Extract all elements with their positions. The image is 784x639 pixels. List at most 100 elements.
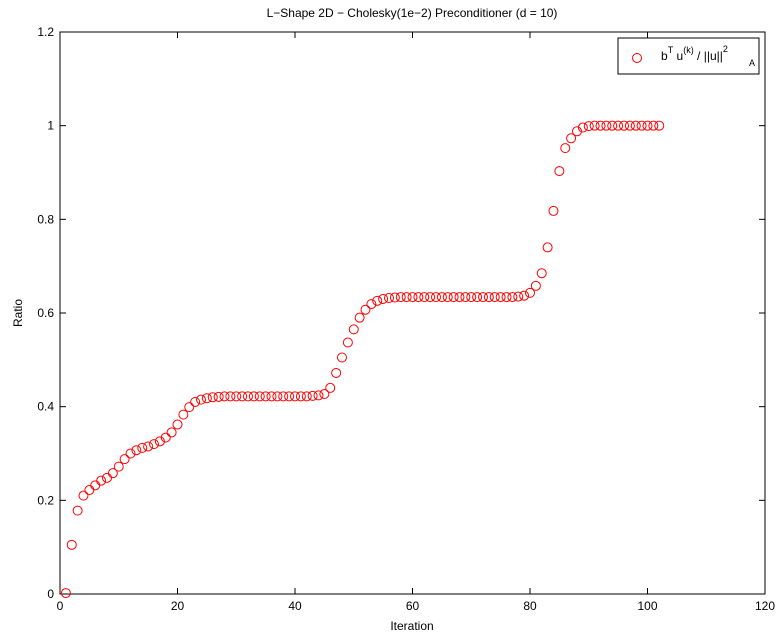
x-tick-label: 40 [288, 599, 302, 613]
data-point [442, 292, 453, 303]
data-point [384, 293, 394, 304]
data-point [577, 122, 588, 133]
plot-area [59, 31, 766, 595]
data-point [495, 292, 506, 303]
data-point [572, 126, 582, 137]
data-point [648, 120, 659, 131]
data-point [601, 120, 612, 131]
data-point [131, 445, 142, 456]
data-point [307, 390, 318, 401]
data-point [460, 292, 471, 303]
data-point [607, 120, 618, 131]
data-point [66, 539, 77, 550]
data-point [166, 427, 177, 438]
x-tick-label: 20 [171, 599, 185, 613]
data-point [178, 409, 189, 420]
data-point [113, 461, 124, 472]
y-axis-label: Ratio [11, 299, 25, 327]
data-point [507, 292, 518, 303]
data-point [619, 120, 629, 131]
data-point [501, 292, 512, 303]
data-point [630, 120, 641, 131]
x-tick-label: 100 [637, 599, 657, 613]
data-point [143, 441, 154, 452]
legend-marker [632, 53, 642, 63]
data-point [107, 468, 118, 479]
y-tick-label: 0.4 [37, 400, 54, 414]
data-point [290, 391, 300, 402]
data-point [119, 454, 130, 465]
y-tick-label: 0.6 [37, 306, 54, 320]
data-point [172, 419, 183, 430]
data-point [542, 242, 553, 253]
data-point [548, 205, 559, 216]
data-point [360, 304, 371, 315]
data-point [96, 475, 107, 486]
y-tick-label: 1 [47, 119, 54, 133]
data-point [243, 391, 253, 402]
data-point [583, 121, 594, 132]
data-point [72, 505, 83, 516]
data-point [436, 292, 447, 303]
data-point [137, 442, 148, 453]
data-point [366, 299, 377, 310]
data-point [466, 292, 477, 303]
data-point [337, 352, 347, 363]
data-point [60, 588, 71, 599]
legend-box [617, 37, 760, 75]
data-point [478, 292, 488, 303]
data-point [125, 448, 136, 459]
data-point [560, 143, 571, 154]
data-point [295, 391, 306, 402]
legend: bT u(k) / ||u||2 A [617, 37, 760, 75]
data-point [254, 391, 265, 402]
data-point [284, 391, 295, 402]
legend-label-rest: / ||u|| [694, 49, 723, 63]
data-point [378, 293, 389, 304]
legend-label-sub3: A [749, 58, 755, 68]
data-point [196, 394, 206, 405]
data-point [425, 292, 436, 303]
x-tick-label: 80 [523, 599, 537, 613]
data-point [342, 337, 353, 348]
legend-label-base: b [661, 49, 668, 63]
legend-label: bT u(k) / ||u||2 A [661, 44, 755, 68]
data-point [595, 120, 606, 131]
data-point [213, 391, 224, 402]
x-tick-label: 120 [755, 599, 775, 613]
data-point [260, 391, 271, 402]
data-point [331, 367, 342, 378]
data-point [78, 490, 89, 501]
x-tick-labels: 0 20 40 60 80 100 120 [57, 599, 776, 613]
data-point [431, 292, 441, 303]
y-tick-label: 0.2 [37, 493, 54, 507]
data-point [160, 432, 171, 443]
data-point [407, 292, 418, 303]
data-point [448, 292, 459, 303]
legend-label-sup3: 2 [723, 44, 728, 54]
data-point [654, 120, 665, 131]
data-point [231, 391, 242, 402]
data-point [301, 391, 312, 402]
axis-ticks [59, 31, 766, 595]
data-point [483, 292, 494, 303]
data-point [237, 391, 248, 402]
data-point [454, 292, 465, 303]
data-point [266, 391, 277, 402]
data-point [272, 391, 283, 402]
legend-label-mid: u [673, 49, 683, 63]
y-tick-label: 0 [47, 587, 54, 601]
data-point [519, 290, 530, 301]
legend-label-sup2: (k) [683, 45, 694, 55]
data-point [207, 392, 218, 403]
data-point [489, 292, 500, 303]
data-point [149, 439, 159, 450]
data-point [636, 120, 647, 131]
data-point [613, 120, 624, 131]
data-point [313, 390, 324, 401]
data-point [624, 120, 635, 131]
data-point [325, 382, 336, 393]
data-point [642, 120, 653, 131]
data-point [319, 389, 330, 400]
